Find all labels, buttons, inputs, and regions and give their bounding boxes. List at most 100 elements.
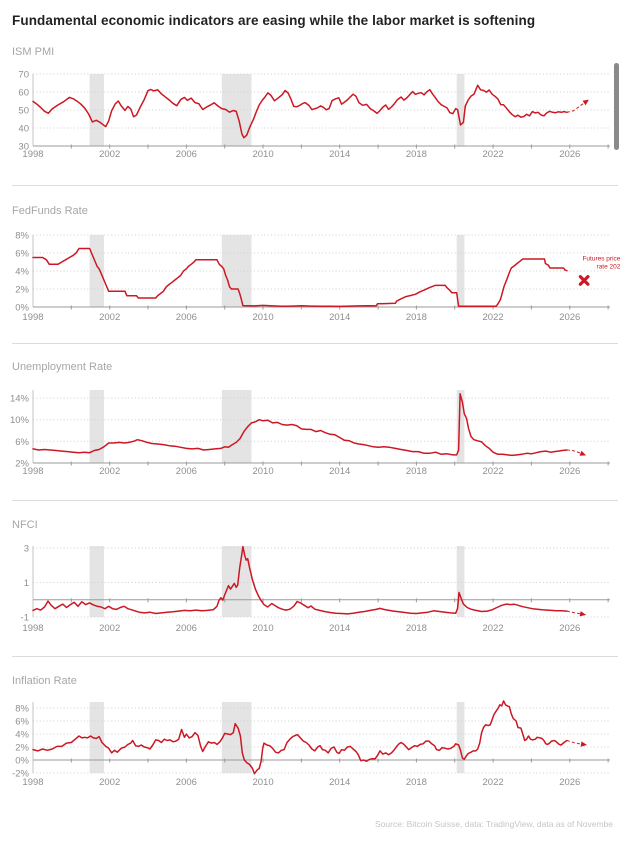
y-tick-label: 50 xyxy=(18,106,29,117)
projection-arrow-icon xyxy=(579,611,587,617)
x-tick-label: 2006 xyxy=(176,312,197,323)
x-tick-label: 2018 xyxy=(406,466,427,477)
x-tick-label: 2010 xyxy=(252,149,273,160)
x-tick-label: 2010 xyxy=(252,466,273,477)
chart-label-unemployment-rate: Unemployment Rate xyxy=(12,361,113,373)
projection-arrow-icon xyxy=(579,450,587,456)
x-tick-label: 2014 xyxy=(329,149,350,160)
y-tick-label: -2% xyxy=(12,769,29,780)
series-line xyxy=(32,700,568,775)
futures-rate-x-marker-icon xyxy=(578,275,590,286)
futures-annotation-line1: Futures priced xyxy=(582,255,620,262)
chart-fedfunds-rate: 8% 6% 4% 2% 0%1998 2002 2006 2010 2014 2018 2022 20… xyxy=(15,231,620,324)
x-tick-label: 2026 xyxy=(559,777,580,788)
recession-band xyxy=(89,546,104,617)
source-note: Source: Bitcoin Suisse, data: TradingVie… xyxy=(375,819,613,829)
x-tick-label: 1998 xyxy=(22,623,43,634)
x-tick-label: 2006 xyxy=(176,777,197,788)
x-tick-label: 2022 xyxy=(483,777,504,788)
y-tick-label: 8% xyxy=(15,704,29,715)
section-divider xyxy=(12,656,618,657)
x-tick-label: 2018 xyxy=(406,777,427,788)
recession-band xyxy=(89,390,104,463)
x-tick-label: 2014 xyxy=(329,312,350,323)
y-tick-label: 2% xyxy=(15,459,29,470)
y-tick-label: 1 xyxy=(24,578,29,589)
y-tick-label: 14% xyxy=(10,394,30,405)
chart-label-ism-pmi: ISM PMI xyxy=(12,46,55,58)
x-tick-label: 2010 xyxy=(252,777,273,788)
futures-annotation-line2: rate 2026 xyxy=(597,263,620,270)
section-divider xyxy=(12,185,618,186)
y-tick-label: 40 xyxy=(18,124,29,135)
x-tick-label: 2022 xyxy=(483,623,504,634)
chart-inflation-rate: 8% 6% 4% 2% 0% -2%1998 2002 2006 2010 2014 2018 202… xyxy=(12,700,610,788)
x-tick-label: 2002 xyxy=(99,466,120,477)
projection-arrow-icon xyxy=(580,741,587,747)
recession-band xyxy=(221,702,252,773)
y-tick-label: 10% xyxy=(10,415,30,426)
chart-unemployment-rate: 14% 10% 6% 2%1998 2002 2006 2010 2014 2018 2022 20… xyxy=(10,390,610,477)
recession-band xyxy=(89,235,104,307)
x-tick-label: 2018 xyxy=(406,312,427,323)
series-line xyxy=(32,392,568,457)
x-tick-label: 2002 xyxy=(99,312,120,323)
x-tick-label: 2022 xyxy=(483,149,504,160)
series-line xyxy=(32,545,568,615)
section-divider xyxy=(12,343,618,344)
y-tick-label: 0% xyxy=(15,303,29,314)
series-line xyxy=(32,84,568,139)
x-tick-label: 2026 xyxy=(559,623,580,634)
x-tick-label: 2022 xyxy=(483,466,504,477)
x-tick-label: 2006 xyxy=(176,466,197,477)
recession-band xyxy=(89,74,104,146)
chart-label-fedfunds-rate: FedFunds Rate xyxy=(12,205,88,217)
page-title: Fundamental economic indicators are easi… xyxy=(12,13,536,28)
recession-band xyxy=(456,74,465,146)
recession-band xyxy=(221,235,252,307)
x-tick-label: 2026 xyxy=(559,466,580,477)
x-tick-label: 2002 xyxy=(99,149,120,160)
y-tick-label: 6% xyxy=(15,249,29,260)
chart-label-nfci: NFCI xyxy=(12,519,38,531)
x-tick-label: 1998 xyxy=(22,466,43,477)
y-tick-label: 3 xyxy=(24,544,29,555)
x-tick-label: 2022 xyxy=(483,312,504,323)
x-tick-label: 2026 xyxy=(559,149,580,160)
y-tick-label: -1 xyxy=(21,613,29,624)
x-tick-label: 2006 xyxy=(176,149,197,160)
x-tick-label: 2006 xyxy=(176,623,197,634)
x-tick-label: 1998 xyxy=(22,149,43,160)
y-tick-label: 6% xyxy=(15,437,29,448)
x-tick-label: 2002 xyxy=(99,777,120,788)
x-tick-label: 2010 xyxy=(252,623,273,634)
projection-arrow-icon xyxy=(582,99,589,106)
recession-band xyxy=(221,546,252,617)
recession-band xyxy=(221,390,252,463)
recession-band xyxy=(456,702,465,773)
series-line xyxy=(32,247,568,308)
x-tick-label: 2018 xyxy=(406,623,427,634)
y-tick-label: 4% xyxy=(15,730,29,741)
x-tick-label: 1998 xyxy=(22,777,43,788)
recession-band xyxy=(456,235,465,307)
y-tick-label: 2% xyxy=(15,743,29,754)
scrollbar-thumb[interactable] xyxy=(614,63,619,150)
x-tick-label: 2018 xyxy=(406,149,427,160)
y-tick-label: 60 xyxy=(18,88,29,99)
x-tick-label: 2026 xyxy=(559,312,580,323)
y-tick-label: 8% xyxy=(15,231,29,242)
x-tick-label: 2014 xyxy=(329,623,350,634)
x-tick-label: 2014 xyxy=(329,777,350,788)
y-tick-label: 4% xyxy=(15,267,29,278)
recession-band xyxy=(456,390,465,463)
x-tick-label: 1998 xyxy=(22,312,43,323)
y-tick-label: 0% xyxy=(15,756,29,767)
x-tick-label: 2010 xyxy=(252,312,273,323)
y-tick-label: 30 xyxy=(18,142,29,153)
y-tick-label: 70 xyxy=(18,70,29,81)
y-tick-label: 6% xyxy=(15,717,29,728)
section-divider xyxy=(12,500,618,501)
